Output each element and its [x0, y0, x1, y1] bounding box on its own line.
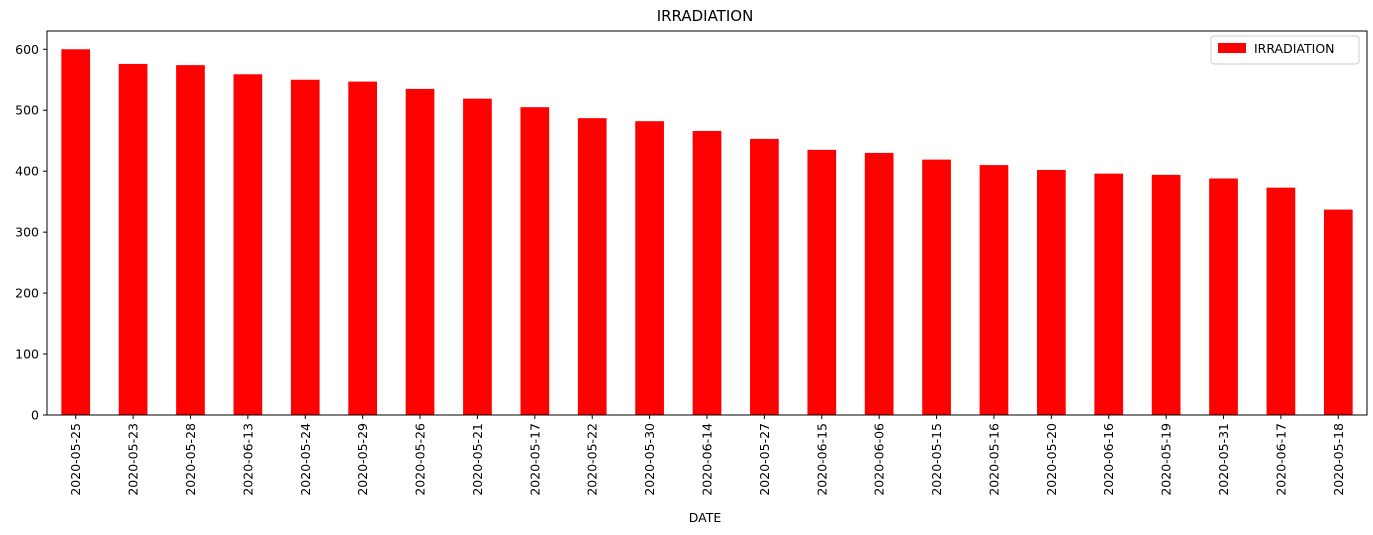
- x-tick-label: 2020-05-27: [757, 423, 772, 496]
- bar-2020-06-13: [233, 74, 263, 416]
- bar-2020-05-30: [635, 121, 664, 415]
- x-axis: 2020-05-25 2020-05-23 2020-05-28 2020-06-13…: [68, 415, 1346, 496]
- x-tick-label: 2020-05-15: [929, 423, 944, 496]
- x-tick-label: 2020-05-21: [470, 423, 485, 496]
- bar-2020-05-20: [1037, 169, 1066, 415]
- x-tick-label: 2020-06-06: [872, 423, 887, 496]
- x-tick-label: 2020-06-14: [700, 423, 715, 496]
- y-tick-label: 500: [15, 103, 39, 118]
- x-tick-label: 2020-05-24: [298, 423, 313, 496]
- bar-2020-05-27: [750, 138, 779, 415]
- bar-2020-05-15: [922, 159, 951, 415]
- bar-2020-05-31: [1209, 178, 1238, 415]
- x-tick-label: 2020-05-16: [986, 423, 1001, 496]
- x-tick-label: 2020-05-18: [1331, 423, 1346, 496]
- x-tick-label: 2020-05-20: [1044, 423, 1059, 496]
- bar-2020-05-16: [979, 165, 1009, 415]
- x-tick-label: 2020-05-25: [68, 423, 83, 496]
- y-tick-label: 400: [15, 164, 39, 179]
- y-tick-label: 100: [15, 347, 39, 362]
- bars-group: [61, 49, 1353, 416]
- bar-2020-06-14: [692, 130, 722, 415]
- x-axis-label: DATE: [689, 510, 722, 525]
- x-tick-label: 2020-05-17: [527, 423, 542, 496]
- x-tick-label: 2020-05-22: [585, 423, 600, 496]
- x-tick-label: 2020-05-29: [355, 423, 370, 496]
- chart-title: IRRADIATION: [657, 7, 754, 25]
- bar-2020-06-16: [1094, 173, 1124, 415]
- x-tick-label: 2020-06-15: [814, 423, 829, 496]
- y-tick-label: 0: [31, 408, 39, 423]
- bar-2020-05-24: [290, 79, 320, 415]
- x-tick-label: 2020-06-13: [240, 423, 255, 496]
- bar-2020-05-18: [1323, 209, 1353, 415]
- legend-label-irradiation: IRRADIATION: [1254, 41, 1335, 56]
- bar-2020-05-26: [405, 88, 435, 416]
- x-tick-label: 2020-06-16: [1101, 423, 1116, 496]
- bar-2020-05-23: [118, 63, 148, 416]
- y-axis: 0 100 200 300 400 500 600: [15, 42, 47, 423]
- x-tick-label: 2020-05-31: [1216, 423, 1231, 496]
- x-tick-label: 2020-06-17: [1273, 423, 1288, 496]
- legend-frame: [1210, 35, 1360, 65]
- x-tick-label: 2020-05-28: [183, 423, 198, 496]
- x-tick-label: 2020-05-19: [1159, 423, 1174, 496]
- legend-swatch: [1218, 43, 1246, 53]
- bar-2020-05-22: [577, 118, 607, 416]
- bar-2020-05-29: [348, 81, 377, 415]
- y-tick-label: 600: [15, 42, 39, 57]
- bar-2020-05-19: [1151, 174, 1181, 415]
- bar-2020-06-17: [1266, 187, 1296, 415]
- legend: IRRADIATION: [1210, 35, 1360, 65]
- bar-2020-06-15: [807, 149, 837, 415]
- y-tick-label: 300: [15, 225, 39, 240]
- y-tick-label: 200: [15, 286, 39, 301]
- x-tick-label: 2020-05-30: [642, 423, 657, 496]
- bar-2020-05-21: [463, 98, 492, 416]
- x-tick-label: 2020-05-23: [126, 423, 141, 496]
- bar-2020-05-28: [176, 65, 205, 415]
- bar-2020-05-17: [520, 107, 550, 415]
- bar-2020-05-25: [61, 49, 91, 416]
- bar-2020-06-06: [864, 152, 894, 415]
- x-tick-label: 2020-05-26: [413, 423, 428, 496]
